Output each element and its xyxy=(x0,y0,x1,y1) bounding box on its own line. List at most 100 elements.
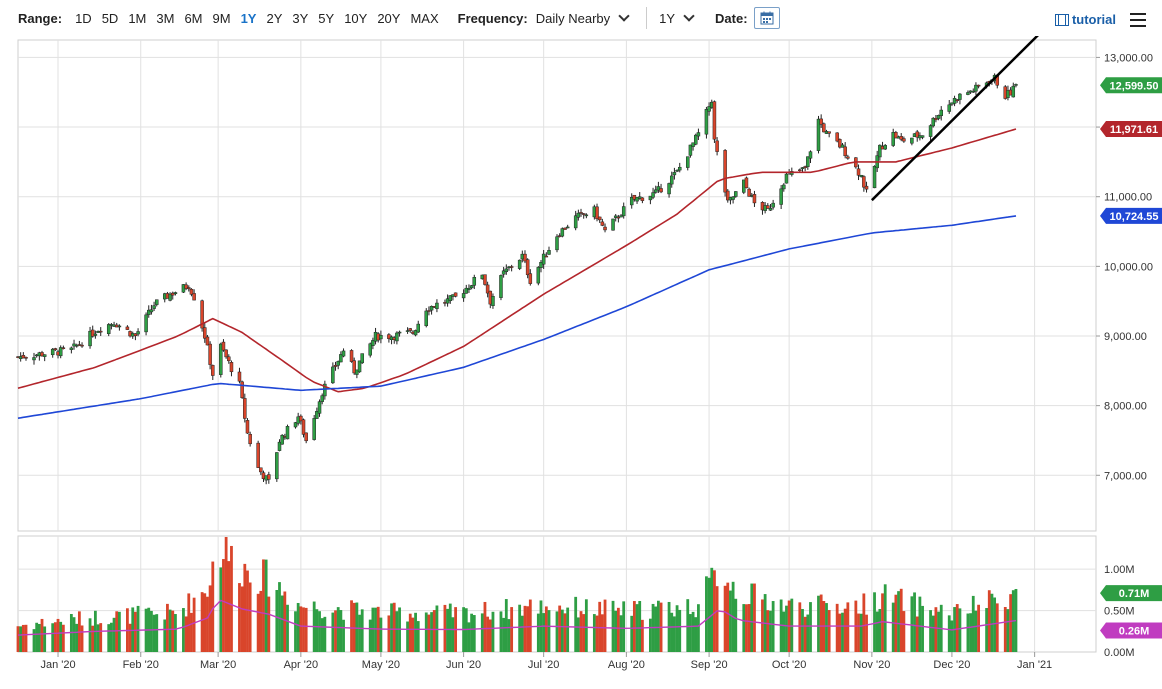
candle-body xyxy=(747,188,751,197)
volume-bar xyxy=(323,616,327,652)
volume-bar xyxy=(53,622,57,652)
volume-bar xyxy=(320,618,324,652)
volume-bar xyxy=(745,604,748,652)
volume-bar xyxy=(128,623,132,652)
volume-bar xyxy=(507,619,511,652)
candle-body xyxy=(712,101,717,140)
candle-body xyxy=(856,168,861,176)
volume-bar xyxy=(464,608,468,652)
frequency-dropdown[interactable]: Daily Nearby xyxy=(536,10,634,26)
candle-body xyxy=(501,270,506,275)
volume-bar xyxy=(390,603,393,652)
volume-bar xyxy=(134,611,137,652)
candle-body xyxy=(827,131,831,134)
volume-bar xyxy=(448,603,452,652)
volume-bar xyxy=(107,624,111,652)
tutorial-link[interactable]: tutorial xyxy=(1054,12,1116,27)
volume-bar xyxy=(336,607,340,652)
volume-bar xyxy=(707,577,711,652)
period-dropdown[interactable]: 1Y xyxy=(659,10,699,26)
candle-body xyxy=(600,221,605,226)
volume-bar xyxy=(579,611,583,652)
volume-bar xyxy=(358,614,361,652)
calendar-button[interactable] xyxy=(753,7,780,29)
candle-body xyxy=(584,214,589,217)
volume-bar xyxy=(977,604,980,652)
candle-body xyxy=(947,104,951,112)
candle-body xyxy=(339,354,343,363)
volume-bar xyxy=(334,610,337,652)
volume-bar xyxy=(576,617,580,652)
volume-bar xyxy=(446,608,449,652)
candle-body xyxy=(766,205,770,209)
range-button-3m[interactable]: 3M xyxy=(156,10,175,26)
volume-bar xyxy=(518,604,522,652)
range-button-6m[interactable]: 6M xyxy=(184,10,203,26)
range-button-2y[interactable]: 2Y xyxy=(266,10,283,26)
candle-body xyxy=(803,166,807,168)
volume-bar xyxy=(304,607,308,652)
volume-bar xyxy=(51,623,55,652)
candle-body xyxy=(752,194,757,204)
last-value-badge xyxy=(1100,585,1162,602)
candle-body xyxy=(894,132,898,139)
volume-bar xyxy=(411,617,415,652)
candle-body xyxy=(453,292,458,297)
range-button-1m[interactable]: 1M xyxy=(128,10,147,26)
volume-bar xyxy=(109,622,113,652)
toolbar: Range: 1D 5D 1M 3M 6M 9M 1Y 2Y 3Y 5Y 10Y 20Y MAX Fre… xyxy=(0,0,1162,36)
volume-bar xyxy=(472,615,476,652)
volume-bar xyxy=(184,616,188,652)
volume-bar xyxy=(208,585,212,652)
candle-body xyxy=(208,343,212,365)
candle-body xyxy=(53,348,58,351)
volume-bar xyxy=(678,609,682,652)
price-chart[interactable]: 13,000.0012,000.0011,000.0010,000.009,00… xyxy=(0,36,1162,689)
candle-body xyxy=(368,343,372,356)
candle-body xyxy=(429,305,434,311)
candle-body xyxy=(80,344,84,347)
volume-bar xyxy=(19,626,23,652)
candle-body xyxy=(371,340,375,346)
last-value-label: 0.71M xyxy=(1100,585,1162,602)
range-button-10y[interactable]: 10Y xyxy=(344,10,368,26)
range-button-3y[interactable]: 3Y xyxy=(292,10,309,26)
candle-body xyxy=(203,327,207,339)
volume-bar xyxy=(782,611,786,652)
range-label: Range: xyxy=(18,10,63,26)
volume-bar xyxy=(526,606,530,652)
volume-bar xyxy=(166,603,169,652)
volume-bar xyxy=(750,583,754,652)
volume-bar xyxy=(280,595,284,652)
price-tick-label: 11,000.00 xyxy=(1104,192,1152,204)
candle-body xyxy=(536,267,541,284)
volume-bar xyxy=(592,614,596,652)
range-button-5d[interactable]: 5D xyxy=(101,10,119,26)
range-button-20y[interactable]: 20Y xyxy=(377,10,401,26)
candle-body xyxy=(915,131,919,138)
volume-bar xyxy=(769,610,772,652)
volume-bar xyxy=(913,592,916,652)
volume-bar xyxy=(985,608,988,652)
volume-bar xyxy=(734,598,738,652)
range-button-9m[interactable]: 9M xyxy=(212,10,231,26)
candle-body xyxy=(357,360,362,373)
candle-body xyxy=(576,212,581,218)
candle-body xyxy=(320,395,324,402)
candle-body xyxy=(651,192,655,198)
volume-bar xyxy=(819,594,823,652)
x-tick-label: Oct '20 xyxy=(772,659,807,671)
volume-bar xyxy=(59,621,63,652)
volume-bar xyxy=(467,622,471,652)
candle-body xyxy=(483,274,487,285)
volume-bar xyxy=(600,614,604,652)
range-button-1y[interactable]: 1Y xyxy=(240,10,257,26)
range-button-1d[interactable]: 1D xyxy=(75,10,92,26)
volume-bar xyxy=(523,605,527,652)
candle-body xyxy=(491,296,495,306)
range-button-max[interactable]: MAX xyxy=(410,10,439,26)
menu-button[interactable] xyxy=(1130,13,1146,27)
range-button-5y[interactable]: 5Y xyxy=(318,10,335,26)
volume-bar xyxy=(99,623,103,652)
candle-body xyxy=(467,288,471,290)
